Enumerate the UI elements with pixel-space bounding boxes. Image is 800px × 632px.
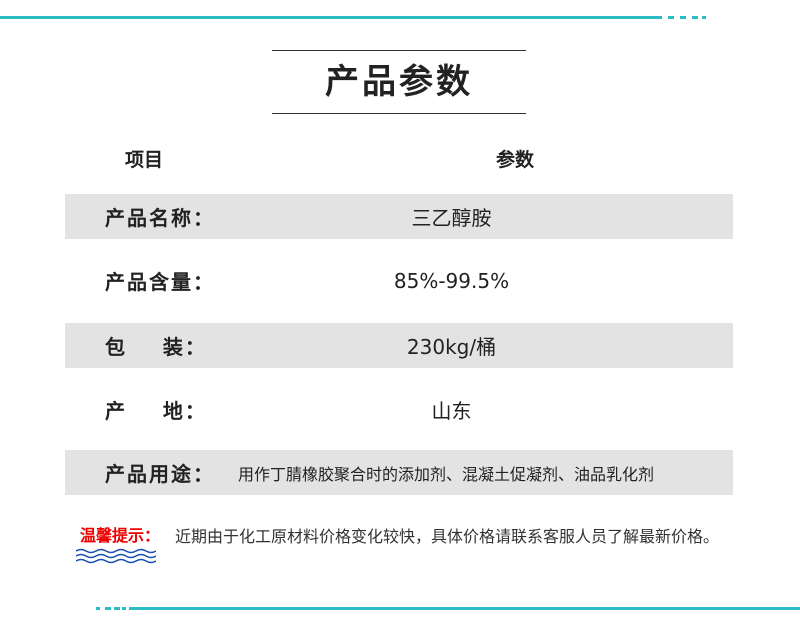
bottom-dash: [122, 607, 126, 610]
row-value: 用作丁腈橡胶聚合时的添加剂、混凝土促凝剂、油品乳化剂: [238, 464, 655, 484]
row-value: 山东: [431, 399, 472, 423]
row-label: 产品用途：: [105, 462, 215, 486]
top-dash: [668, 16, 674, 19]
notice-text: 近期由于化工原材料价格变化较快，具体价格请联系客服人员了解最新价格。: [175, 527, 720, 546]
row-label: 产 地：: [105, 399, 207, 423]
top-dash: [702, 16, 706, 19]
top-dash: [692, 16, 698, 19]
row-value: 230kg/桶: [406, 335, 497, 359]
bottom-divider-line: [129, 607, 800, 610]
row-value: 85%-99.5%: [393, 268, 510, 293]
bottom-dash: [105, 607, 111, 610]
wave-icon: [76, 548, 156, 564]
param-row: 包 装： 230kg/桶: [65, 323, 733, 368]
top-divider-line: [0, 16, 662, 19]
page-title: 产品参数: [272, 50, 526, 114]
param-row: 产品名称： 三乙醇胺: [65, 194, 733, 239]
notice-label: 温馨提示：: [80, 526, 161, 545]
top-dash: [680, 16, 686, 19]
bottom-dash: [114, 607, 120, 610]
param-row: 产 地： 山东: [65, 387, 733, 432]
param-row: 产品用途： 用作丁腈橡胶聚合时的添加剂、混凝土促凝剂、油品乳化剂: [65, 450, 733, 495]
column-header-item: 项目: [125, 149, 164, 171]
column-header-param: 参数: [496, 149, 535, 171]
row-value: 三乙醇胺: [411, 206, 492, 230]
row-label: 产品名称：: [105, 206, 215, 230]
row-label: 产品含量：: [105, 270, 215, 294]
row-label: 包 装：: [105, 335, 207, 359]
param-row: 产品含量： 85%-99.5%: [65, 258, 733, 303]
bottom-dash: [96, 607, 100, 610]
